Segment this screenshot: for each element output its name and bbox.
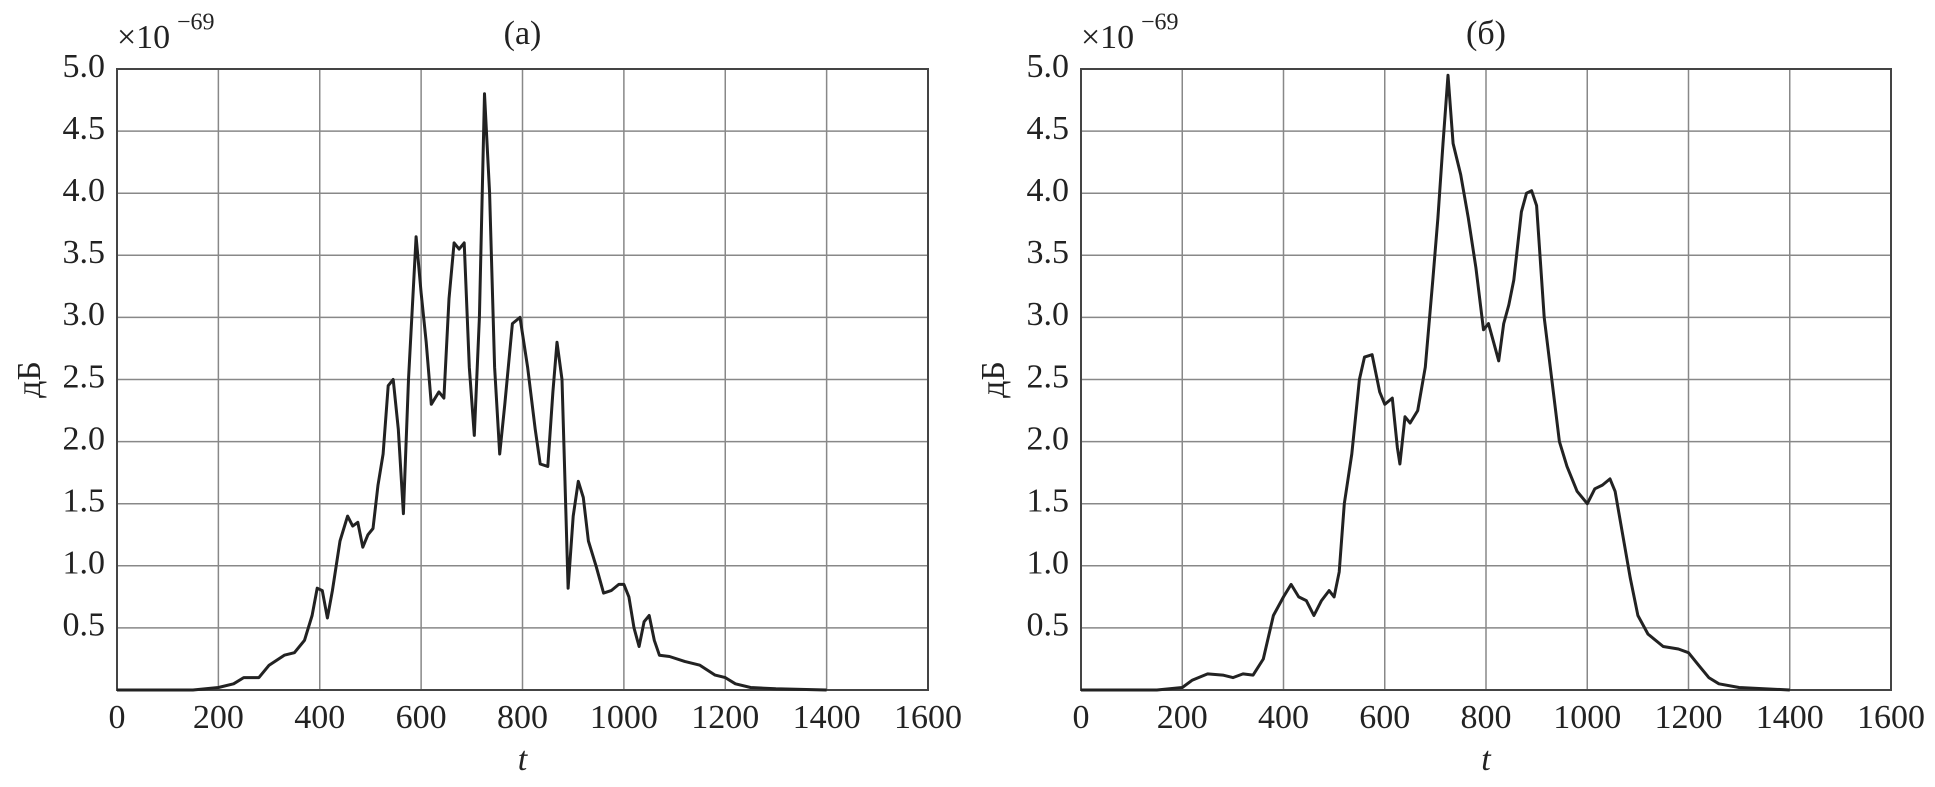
scale-exponent: −69 (177, 10, 215, 36)
x-tick-label: 200 (1157, 699, 1208, 736)
plot-frame (116, 68, 929, 691)
y-tick-label: 5.0 (1027, 48, 1070, 85)
x-axis-label: t (1481, 741, 1492, 778)
x-tick-label: 600 (1359, 699, 1410, 736)
chart-title: (б) (1466, 15, 1506, 52)
y-tick-label: 4.5 (1027, 110, 1070, 147)
chart-title: (а) (504, 15, 542, 52)
x-tick-label: 1000 (590, 699, 658, 736)
x-tick-label: 0 (1073, 699, 1090, 736)
y-tick-label: 0.5 (63, 607, 106, 644)
x-tick-label: 1600 (894, 699, 962, 736)
x-tick-label: 400 (294, 699, 345, 736)
y-tick-label: 4.0 (63, 172, 106, 209)
plot-frame (1080, 68, 1892, 691)
scale-base: ×10 (117, 19, 170, 56)
y-tick-label: 2.0 (1027, 420, 1070, 457)
y-tick-label: 2.5 (1027, 358, 1070, 395)
x-tick-label: 1200 (1655, 699, 1723, 736)
x-axis-label: t (518, 741, 529, 778)
x-tick-label: 1000 (1553, 699, 1621, 736)
y-axis-label: дБ (11, 361, 48, 398)
y-axis-label: дБ (975, 361, 1012, 398)
y-tick-label: 4.5 (63, 110, 106, 147)
y-tick-label: 4.0 (1027, 172, 1070, 209)
scale-base: ×10 (1081, 19, 1134, 56)
x-tick-label: 0 (109, 699, 126, 736)
x-tick-label: 200 (193, 699, 244, 736)
x-tick-label: 600 (396, 699, 447, 736)
x-tick-label: 1200 (691, 699, 759, 736)
y-tick-label: 2.0 (63, 420, 106, 457)
y-tick-label: 3.5 (1027, 234, 1070, 271)
y-tick-label: 1.5 (63, 482, 106, 519)
x-tick-label: 400 (1258, 699, 1309, 736)
y-tick-label: 0.5 (1027, 607, 1070, 644)
scale-exponent: −69 (1141, 10, 1179, 36)
x-tick-label: 1600 (1857, 699, 1925, 736)
y-tick-label: 1.0 (63, 545, 106, 582)
y-tick-label: 1.0 (1027, 545, 1070, 582)
x-tick-label: 800 (1461, 699, 1512, 736)
y-tick-label: 3.0 (1027, 296, 1070, 333)
x-tick-label: 800 (497, 699, 548, 736)
data-line (1081, 73, 1790, 692)
x-tick-label: 1400 (793, 699, 861, 736)
y-tick-label: 1.5 (1027, 482, 1070, 519)
y-tick-label: 3.5 (63, 234, 106, 271)
y-tick-label: 3.0 (63, 296, 106, 333)
x-tick-label: 1400 (1756, 699, 1824, 736)
data-line (117, 92, 827, 692)
y-tick-label: 5.0 (63, 48, 106, 85)
y-tick-label: 2.5 (63, 358, 106, 395)
